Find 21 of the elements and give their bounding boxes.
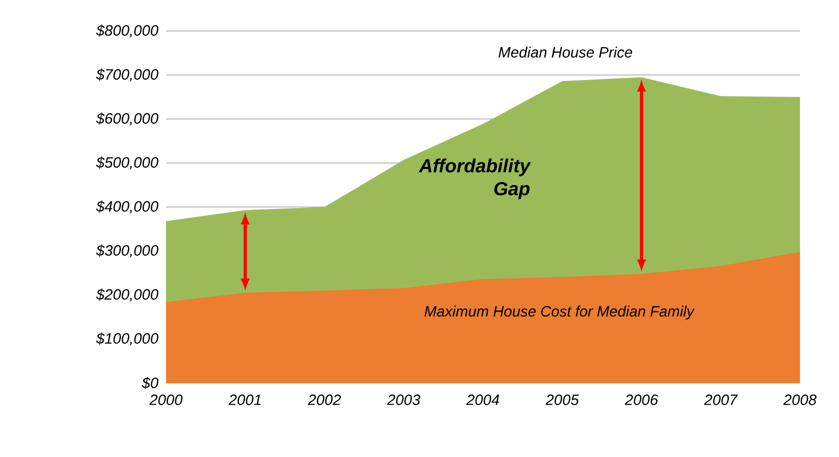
x-tick-label: 2008 (783, 394, 817, 406)
x-tick-label: 2007 (704, 394, 738, 406)
y-tick-label: $0 (142, 376, 158, 390)
y-tick-label: $600,000 (96, 112, 158, 126)
x-tick-label: 2006 (624, 394, 658, 406)
y-tick-label: $200,000 (96, 288, 158, 302)
series-label: Median House Price (498, 46, 632, 58)
x-tick-label: 2004 (466, 394, 500, 406)
x-tick-label: 2005 (546, 394, 579, 406)
x-tick-label: 2001 (228, 394, 261, 406)
y-tick-label: $100,000 (96, 332, 158, 346)
x-tick-label: 2003 (387, 394, 420, 406)
y-tick-label: $400,000 (96, 200, 158, 214)
annotation: Affordability Gap (418, 158, 531, 200)
y-tick-label: $300,000 (96, 244, 158, 258)
y-tick-label: $500,000 (96, 156, 158, 170)
x-tick-label: 2000 (149, 394, 182, 406)
x-tick-label: 2002 (308, 394, 341, 406)
series-label: Maximum House Cost for Median Family (424, 306, 695, 320)
y-tick-label: $800,000 (96, 24, 158, 38)
y-tick-label: $700,000 (96, 68, 158, 82)
